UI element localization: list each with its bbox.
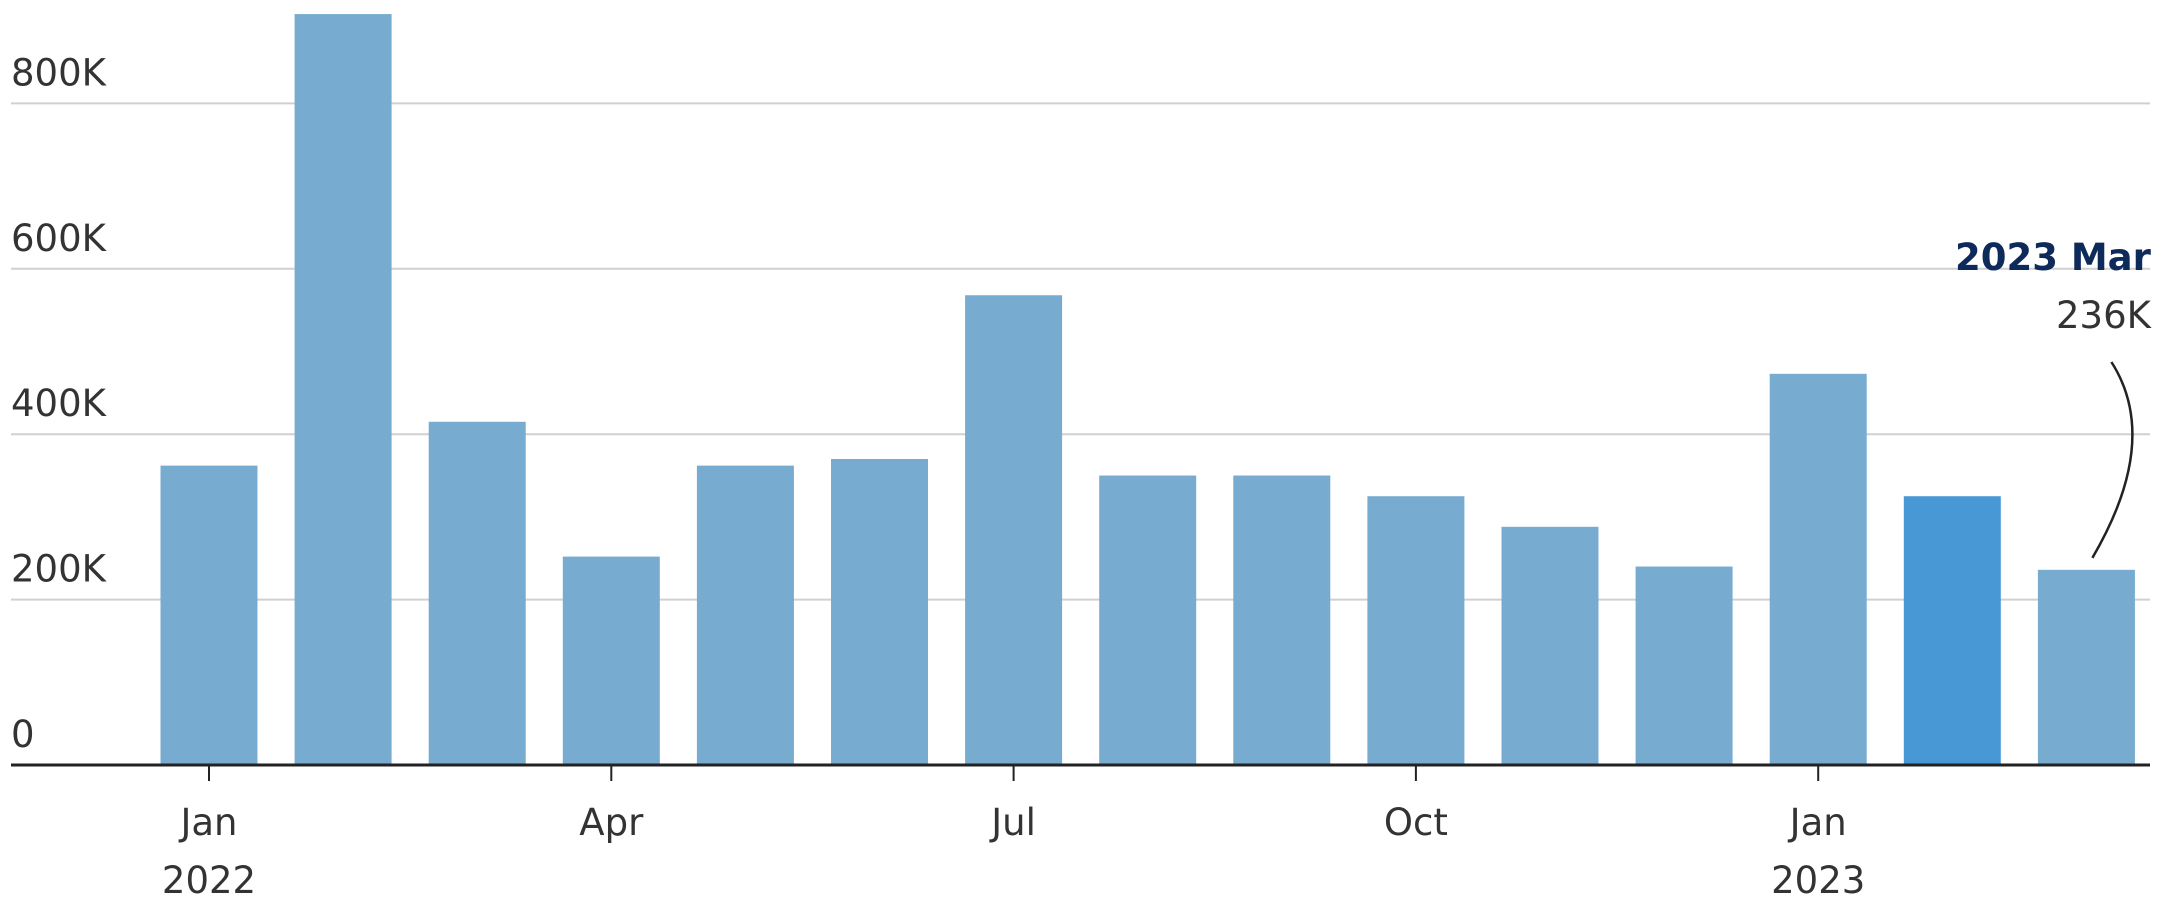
x-tick-label: Jul xyxy=(989,801,1036,844)
bar xyxy=(1233,475,1331,765)
bar xyxy=(696,465,794,765)
y-tick-label: 600K xyxy=(11,217,108,260)
bar xyxy=(1099,475,1197,765)
x-tick-label: Jan 2023 xyxy=(1771,801,1865,902)
bar xyxy=(1769,373,1867,765)
bar xyxy=(428,421,526,765)
x-tick-label: Jan 2022 xyxy=(162,801,256,902)
bar xyxy=(965,295,1063,765)
data-label: 236K xyxy=(2056,294,2153,337)
y-tick-label: 400K xyxy=(11,382,108,425)
y-tick-label: 800K xyxy=(11,51,108,94)
y-tick-label: 0 xyxy=(11,713,35,756)
bar xyxy=(160,465,258,765)
bar xyxy=(1903,496,2001,765)
x-tick-label: Apr xyxy=(579,801,644,844)
bar xyxy=(294,14,392,766)
y-tick-label: 200K xyxy=(11,548,108,591)
annotation-leader xyxy=(2091,361,2134,559)
bar xyxy=(1635,566,1733,765)
bar xyxy=(562,556,660,765)
bar xyxy=(2037,569,2135,765)
bar xyxy=(1501,526,1599,765)
x-tick-label: Oct xyxy=(1384,801,1448,844)
bar xyxy=(1367,496,1465,765)
bar xyxy=(831,459,928,765)
annotation-title: 2023 Mar xyxy=(1955,236,2152,279)
